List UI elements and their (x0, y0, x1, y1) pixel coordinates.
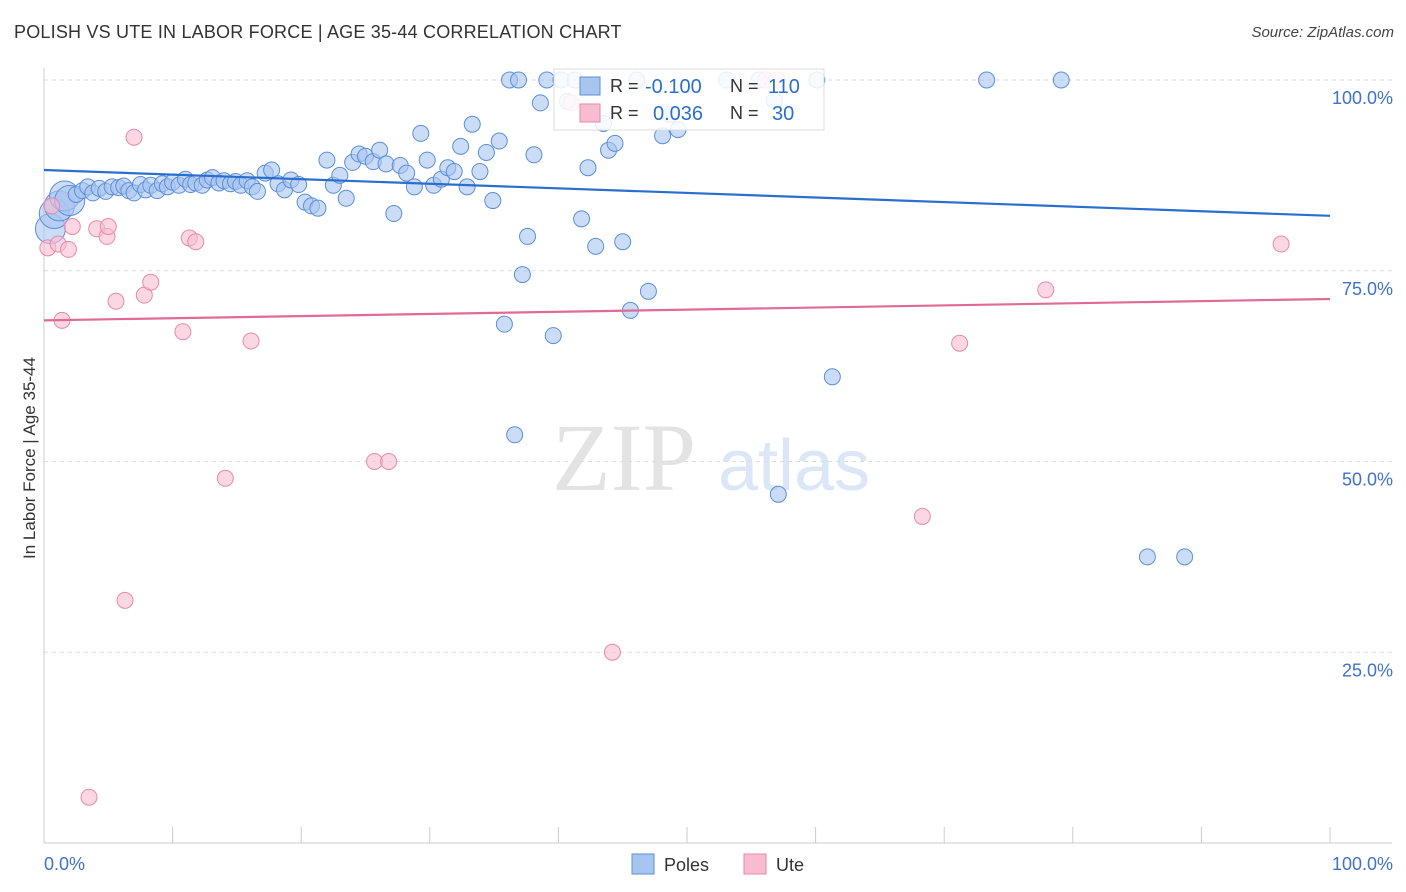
point-poles-107 (1138, 548, 1156, 566)
point-poles-105 (978, 71, 996, 89)
point-ute-22 (603, 643, 621, 661)
point-poles-59 (398, 164, 416, 182)
trend-line-poles (43, 168, 1331, 217)
point-ute-5 (63, 217, 81, 235)
point-poles-72 (484, 192, 502, 210)
stats-swatch-ute (579, 103, 601, 123)
point-poles-62 (418, 151, 436, 169)
point-ute-19 (242, 332, 260, 350)
y-tick-label-25: 25.0% (1342, 660, 1393, 680)
point-poles-80 (531, 94, 549, 112)
point-poles-69 (463, 115, 481, 133)
point-poles-86 (573, 210, 591, 228)
point-ute-11 (116, 591, 134, 609)
point-poles-88 (587, 237, 605, 255)
legend-swatch-poles (631, 853, 655, 875)
x-tick-label-0: 0.0% (44, 854, 85, 874)
trend-lines (43, 168, 1331, 322)
point-poles-109 (510, 71, 528, 89)
point-poles-67 (452, 137, 470, 155)
point-poles-37 (248, 182, 266, 200)
point-ute-21 (380, 453, 398, 470)
point-ute-27 (1037, 281, 1055, 299)
watermark-atlas: atlas (718, 426, 870, 506)
bottom-legend: Poles Ute (631, 853, 804, 875)
point-poles-87 (579, 159, 597, 177)
point-ute-15 (174, 323, 192, 341)
point-ute-28 (1272, 235, 1290, 253)
x-tick-label-100: 100.0% (1332, 854, 1393, 874)
stats-r-value-poles: -0.100 (645, 76, 702, 98)
point-poles-104 (823, 368, 841, 386)
point-poles-60 (405, 178, 423, 196)
chart-title: POLISH VS UTE IN LABOR FORCE | AGE 35-44… (14, 22, 622, 42)
y-tick-label-100: 100.0% (1332, 88, 1393, 108)
point-ute-17 (187, 233, 205, 251)
x-tick-labels: 0.0% 100.0% (44, 854, 1393, 874)
y-tick-label-50: 50.0% (1342, 470, 1393, 490)
point-poles-81 (538, 71, 556, 89)
point-poles-43 (290, 176, 308, 194)
y-tick-labels: 25.0% 50.0% 75.0% 100.0% (1332, 88, 1393, 680)
legend-swatch-ute (743, 853, 767, 875)
stats-n-value-ute: 30 (772, 103, 794, 125)
point-ute-12 (125, 128, 143, 146)
point-ute-10 (107, 292, 125, 310)
stats-r-value-ute: 0.036 (653, 103, 703, 125)
point-poles-102 (769, 485, 787, 503)
point-poles-108 (1176, 548, 1194, 566)
source-credit: Source: ZipAtlas.com (1251, 24, 1394, 41)
point-poles-46 (309, 199, 327, 217)
stats-r-label-poles: R = (610, 76, 639, 96)
legend-label-poles: Poles (664, 855, 709, 875)
stats-legend: R = -0.100 N = 110 R = 0.036 N = 30 (553, 68, 825, 131)
point-poles-71 (477, 143, 495, 161)
stats-n-label-ute: N = (730, 103, 759, 123)
point-poles-79 (525, 146, 543, 164)
point-ute-9 (99, 217, 117, 235)
point-ute-20 (366, 453, 384, 470)
y-axis-label: In Labor Force | Age 35-44 (20, 357, 39, 559)
point-ute-14 (142, 273, 160, 291)
gridlines (44, 79, 1392, 653)
stats-n-label-poles: N = (730, 76, 759, 96)
point-poles-70 (471, 163, 489, 181)
y-tick-label-75: 75.0% (1342, 279, 1393, 299)
trend-line-ute (43, 297, 1331, 322)
point-poles-73 (490, 132, 508, 150)
legend-label-ute: Ute (776, 855, 804, 875)
watermark: ZIP atlas (552, 404, 870, 511)
stats-swatch-poles (579, 76, 601, 96)
point-poles-61 (412, 124, 430, 142)
point-poles-95 (639, 282, 657, 300)
point-poles-82 (544, 327, 562, 345)
point-ute-6 (80, 788, 98, 806)
point-poles-78 (519, 227, 537, 245)
point-poles-92 (614, 233, 632, 251)
point-poles-56 (377, 155, 395, 173)
point-poles-55 (371, 141, 389, 159)
point-poles-106 (1052, 71, 1070, 89)
point-ute-18 (216, 469, 234, 487)
point-poles-91 (606, 134, 624, 152)
point-poles-50 (337, 189, 355, 207)
point-ute-26 (951, 334, 969, 352)
point-poles-76 (506, 426, 524, 444)
point-poles-47 (318, 151, 336, 169)
point-poles-77 (513, 266, 531, 284)
point-ute-25 (913, 507, 931, 525)
point-poles-57 (385, 205, 403, 223)
point-poles-66 (445, 163, 463, 181)
point-ute-4 (59, 240, 77, 258)
point-poles-74 (495, 315, 513, 333)
stats-n-value-poles: 110 (768, 76, 800, 98)
point-ute-1 (43, 197, 61, 215)
watermark-zip: ZIP (552, 404, 696, 511)
stats-r-label-ute: R = (610, 103, 639, 123)
point-poles-68 (458, 178, 476, 196)
x-axis-ticks (172, 827, 1331, 843)
